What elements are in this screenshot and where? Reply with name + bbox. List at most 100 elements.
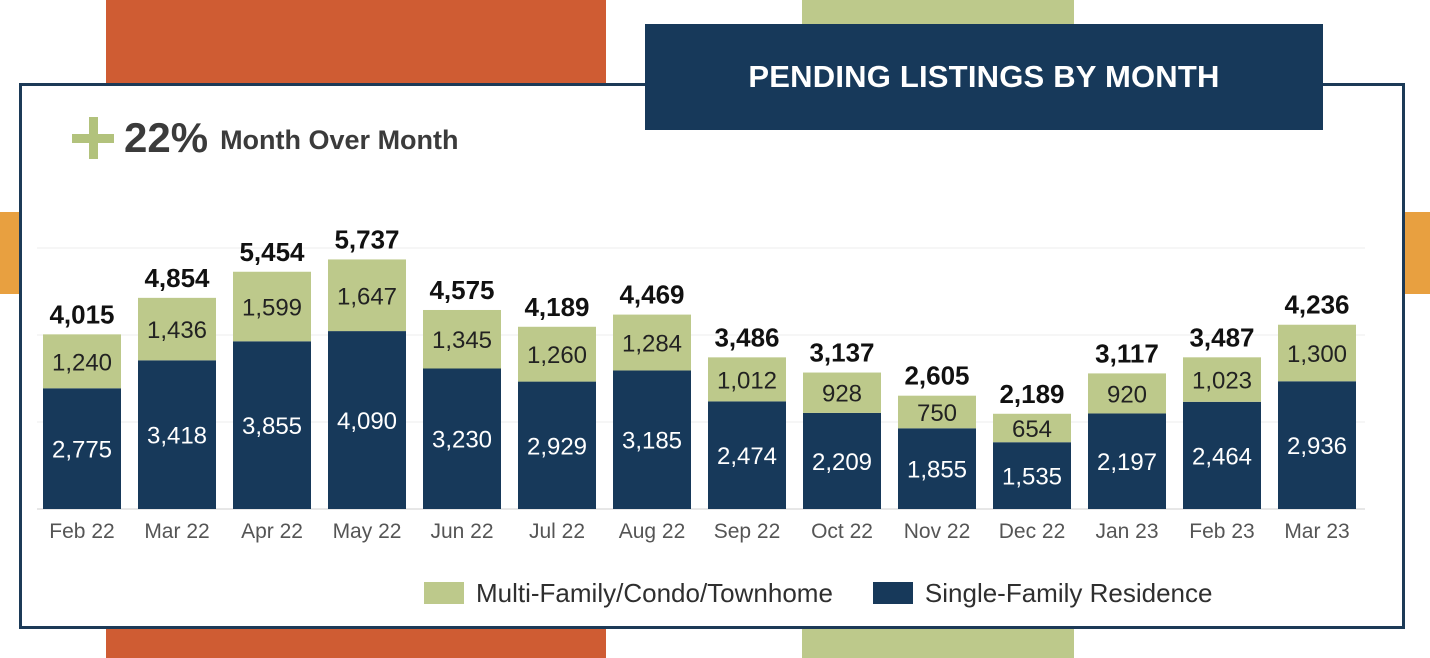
label-total-5: 4,189 <box>524 292 589 322</box>
bar-multi-family-2 <box>233 271 311 342</box>
label-multi-family-0: 1,240 <box>52 349 112 376</box>
label-single-family-11: 2,197 <box>1097 449 1157 476</box>
bar-single-family-8 <box>803 412 881 509</box>
label-single-family-5: 2,929 <box>527 433 587 460</box>
legend: Multi-Family/Condo/Townhome Single-Famil… <box>424 575 1252 611</box>
bar-multi-family-7 <box>708 357 786 402</box>
legend-item-multi-family: Multi-Family/Condo/Townhome <box>424 578 833 609</box>
bar-single-family-7 <box>708 401 786 509</box>
bar-multi-family-12 <box>1183 357 1261 402</box>
bar-single-family-11 <box>1088 413 1166 509</box>
label-single-family-9: 1,855 <box>907 457 967 484</box>
label-multi-family-4: 1,345 <box>432 327 492 354</box>
bar-multi-family-9 <box>898 395 976 429</box>
label-single-family-10: 1,535 <box>1002 464 1062 491</box>
data-labels: 2,775 1,240 4,015 3,418 1,436 4,854 3,855 1,599… <box>49 224 1349 490</box>
x-tick-label-11: Jan 23 <box>1095 520 1158 543</box>
label-multi-family-1: 1,436 <box>147 317 207 344</box>
label-multi-family-13: 1,300 <box>1287 341 1347 368</box>
x-tick-label-8: Oct 22 <box>811 520 873 543</box>
label-single-family-7: 2,474 <box>717 443 777 470</box>
bar-multi-family-5 <box>518 326 596 382</box>
label-total-2: 5,454 <box>239 237 305 267</box>
legend-swatch-single-family <box>872 582 913 604</box>
label-single-family-13: 2,936 <box>1287 433 1347 460</box>
title-banner: PENDING LISTINGS BY MONTH <box>645 24 1323 130</box>
label-total-10: 2,189 <box>999 379 1064 409</box>
label-multi-family-2: 1,599 <box>242 295 302 322</box>
x-tick-label-10: Dec 22 <box>999 520 1066 543</box>
x-tick-label-5: Jul 22 <box>529 520 585 543</box>
x-tick-label-0: Feb 22 <box>49 520 114 543</box>
x-tick-label-4: Jun 22 <box>430 520 493 543</box>
label-total-4: 4,575 <box>429 275 494 305</box>
bar-multi-family-10 <box>993 413 1071 443</box>
label-multi-family-3: 1,647 <box>337 283 397 310</box>
label-single-family-0: 2,775 <box>52 437 112 464</box>
x-tick-label-13: Mar 23 <box>1284 520 1349 543</box>
bar-single-family-5 <box>518 381 596 509</box>
bar-single-family-13 <box>1278 381 1356 509</box>
label-total-7: 3,486 <box>714 322 779 352</box>
bar-single-family-1 <box>138 360 216 509</box>
decor-green-block-bottom <box>802 627 1074 658</box>
legend-item-single-family: Single-Family Residence <box>872 577 1213 609</box>
decor-orange-block-bottom <box>106 627 606 658</box>
x-axis: Feb 22 Mar 22 Apr 22 May 22 Jun 22 Jul 22 Aug … <box>49 520 1349 543</box>
label-multi-family-8: 928 <box>822 381 862 408</box>
label-single-family-8: 2,209 <box>812 449 872 476</box>
bar-single-family-4 <box>423 368 501 509</box>
label-single-family-3: 4,090 <box>337 408 397 435</box>
label-total-12: 3,487 <box>1189 322 1254 352</box>
label-multi-family-10: 654 <box>1012 416 1052 443</box>
bar-multi-family-6 <box>613 314 691 371</box>
bar-multi-family-4 <box>423 309 501 369</box>
bar-single-family-10 <box>993 442 1071 509</box>
label-multi-family-11: 920 <box>1107 381 1147 408</box>
mom-percent: 22% <box>124 114 209 161</box>
label-multi-family-6: 1,284 <box>622 331 682 358</box>
label-single-family-6: 3,185 <box>622 428 682 455</box>
x-tick-label-3: May 22 <box>333 520 402 543</box>
label-total-0: 4,015 <box>49 299 114 329</box>
bar-multi-family-0 <box>43 334 121 389</box>
decor-green-block-top <box>802 0 1074 24</box>
decor-orange-block-top <box>106 0 606 84</box>
label-multi-family-5: 1,260 <box>527 342 587 369</box>
x-tick-label-1: Mar 22 <box>144 520 209 543</box>
x-tick-label-9: Nov 22 <box>904 520 971 543</box>
bar-multi-family-11 <box>1088 373 1166 414</box>
chart-title: PENDING LISTINGS BY MONTH <box>748 59 1220 94</box>
legend-swatch-multi-family <box>424 582 464 604</box>
bar-single-family-3 <box>328 331 406 509</box>
legend-label-single-family: Single-Family Residence <box>924 577 1213 608</box>
label-multi-family-12: 1,023 <box>1192 368 1252 395</box>
label-total-8: 3,137 <box>809 338 874 368</box>
x-tick-label-2: Apr 22 <box>241 520 303 543</box>
mom-label: Month Over Month <box>220 124 459 155</box>
bar-single-family-12 <box>1183 401 1261 509</box>
legend-label-multi-family: Multi-Family/Condo/Townhome <box>476 577 833 608</box>
month-over-month-callout: 22% Month Over Month <box>72 110 459 166</box>
bar-single-family-6 <box>613 370 691 509</box>
label-single-family-4: 3,230 <box>432 427 492 454</box>
x-tick-label-12: Feb 23 <box>1189 520 1254 543</box>
decor-amber-tab-left <box>0 212 20 294</box>
label-total-1: 4,854 <box>144 263 210 293</box>
label-single-family-1: 3,418 <box>147 423 207 450</box>
plus-icon <box>72 117 114 159</box>
label-multi-family-9: 750 <box>917 400 957 427</box>
label-single-family-12: 2,464 <box>1192 443 1252 470</box>
decor-amber-tab-right <box>1404 212 1430 294</box>
bar-multi-family-3 <box>328 259 406 332</box>
label-total-9: 2,605 <box>904 361 969 391</box>
bars <box>43 259 1356 509</box>
label-total-13: 4,236 <box>1284 290 1349 320</box>
label-single-family-2: 3,855 <box>242 413 302 440</box>
x-tick-label-7: Sep 22 <box>714 520 781 543</box>
bar-multi-family-13 <box>1278 324 1356 382</box>
bar-single-family-9 <box>898 428 976 509</box>
x-tick-label-6: Aug 22 <box>619 520 686 543</box>
bar-multi-family-1 <box>138 297 216 361</box>
